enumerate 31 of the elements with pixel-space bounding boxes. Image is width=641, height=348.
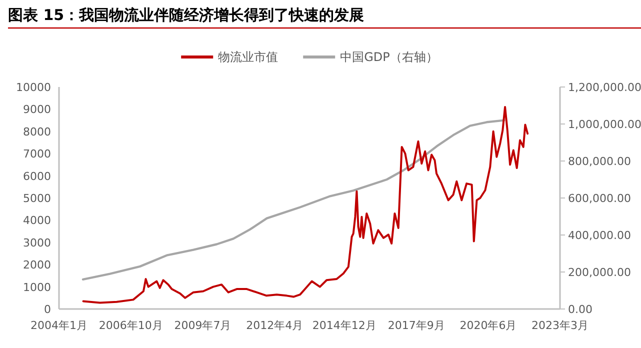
y-tick-label: 3000	[23, 236, 51, 250]
y2-tick-label: 1,000,000.00	[568, 118, 641, 131]
x-tick-label: 2017年9月	[388, 319, 445, 332]
x-tick-label: 2014年12月	[312, 319, 376, 332]
y-tick-label: 6000	[23, 170, 51, 183]
x-tick-label: 2004年1月	[30, 319, 88, 332]
y-tick-label: 0	[44, 303, 51, 316]
legend-label: 物流业市值	[218, 50, 278, 64]
y2-tick-label: 1,200,000.00	[568, 81, 641, 94]
line-series	[82, 119, 506, 280]
y2-tick-label: 600,000.00	[568, 192, 631, 205]
y-tick-label: 1000	[23, 280, 51, 294]
y2-tick-label: 0.00	[568, 303, 592, 316]
y-tick-label: 5000	[23, 192, 51, 205]
y-tick-label: 8000	[23, 125, 51, 138]
y-tick-label: 7000	[23, 148, 51, 161]
y-tick-label: 2000	[23, 258, 51, 272]
y-tick-label: 10000	[16, 81, 51, 94]
x-tick-label: 2009年7月	[174, 319, 232, 332]
x-tick-label: 2020年6月	[460, 319, 517, 332]
line-series	[82, 106, 529, 304]
y-tick-label: 4000	[23, 214, 51, 228]
x-tick-label: 2023年3月	[532, 319, 588, 332]
x-tick-label: 2012年4月	[246, 319, 304, 332]
y-tick-label: 9000	[23, 103, 51, 116]
y2-tick-label: 800,000.00	[568, 155, 631, 168]
chart-title: 图表 15：我国物流业伴随经济增长得到了快速的发展	[8, 6, 364, 24]
y2-tick-label: 200,000.00	[568, 266, 631, 279]
y2-tick-label: 400,000.00	[568, 229, 631, 242]
legend-label: 中国GDP（右轴）	[340, 50, 438, 64]
x-tick-label: 2006年10月	[98, 319, 163, 332]
